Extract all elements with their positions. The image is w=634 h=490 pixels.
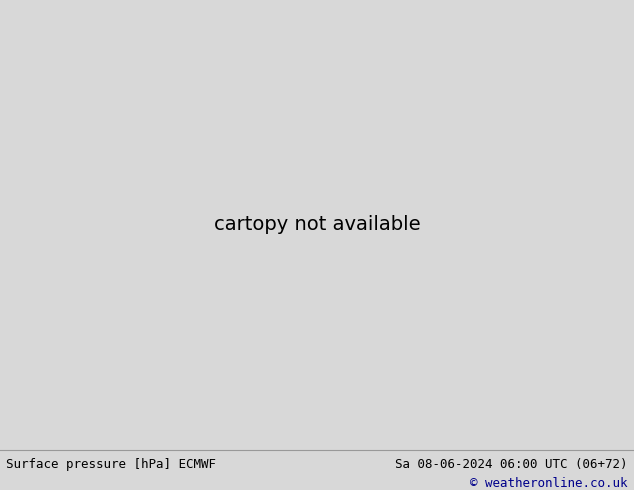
Text: © weatheronline.co.uk: © weatheronline.co.uk — [470, 477, 628, 490]
Text: cartopy not available: cartopy not available — [214, 215, 420, 234]
Text: Sa 08-06-2024 06:00 UTC (06+72): Sa 08-06-2024 06:00 UTC (06+72) — [395, 458, 628, 471]
Text: Surface pressure [hPa] ECMWF: Surface pressure [hPa] ECMWF — [6, 458, 216, 471]
